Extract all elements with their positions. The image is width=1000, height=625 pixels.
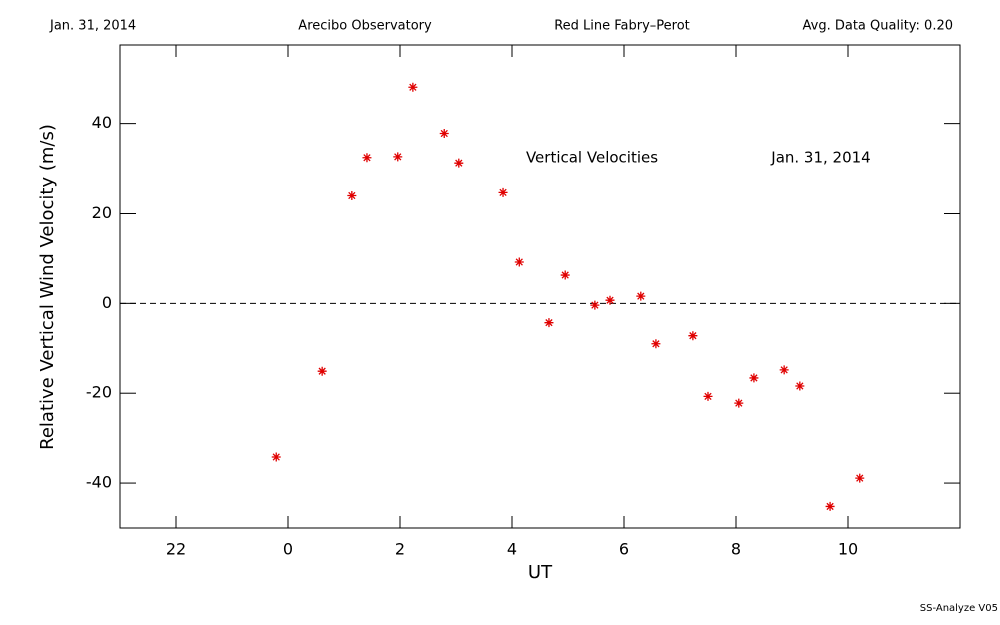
point xyxy=(560,270,570,280)
point xyxy=(749,373,759,383)
marker-stroke xyxy=(454,158,464,168)
point xyxy=(590,300,600,310)
x-tick-label: 0 xyxy=(283,540,293,559)
point xyxy=(498,187,508,197)
marker-stroke xyxy=(636,291,646,301)
point xyxy=(514,257,524,267)
header-site: Arecibo Observatory xyxy=(298,19,432,34)
footer: SS-Analyze V05 xyxy=(920,603,998,614)
annotation: Jan. 31, 2014 xyxy=(770,149,870,167)
marker-stroke xyxy=(317,366,327,376)
point xyxy=(544,318,554,328)
y-tick-label: 20 xyxy=(92,203,112,222)
marker-stroke xyxy=(560,270,570,280)
header-quality: Avg. Data Quality: 0.20 xyxy=(803,19,953,34)
marker-stroke xyxy=(408,82,418,92)
point xyxy=(271,452,281,462)
header-date: Jan. 31, 2014 xyxy=(49,19,136,34)
marker-stroke xyxy=(605,295,615,305)
marker-stroke xyxy=(779,365,789,375)
marker-stroke xyxy=(498,187,508,197)
y-tick-label: 0 xyxy=(102,293,112,312)
marker-stroke xyxy=(795,381,805,391)
annotation: Vertical Velocities xyxy=(526,149,658,167)
plot-frame xyxy=(119,44,961,529)
point xyxy=(347,191,357,201)
point xyxy=(651,339,661,349)
x-tick-label: 4 xyxy=(507,540,517,559)
x-tick-label: 8 xyxy=(731,540,741,559)
x-tick-label: 10 xyxy=(838,540,858,559)
point xyxy=(703,391,713,401)
header-instrument: Red Line Fabry–Perot xyxy=(554,19,690,34)
marker-stroke xyxy=(393,152,403,162)
x-axis-label: UT xyxy=(528,562,553,583)
marker-stroke xyxy=(734,398,744,408)
point xyxy=(605,295,615,305)
point xyxy=(393,152,403,162)
point xyxy=(636,291,646,301)
marker-stroke xyxy=(514,257,524,267)
y-tick-label: -40 xyxy=(86,473,112,492)
point xyxy=(734,398,744,408)
point xyxy=(408,82,418,92)
marker-stroke xyxy=(590,300,600,310)
marker-stroke xyxy=(688,331,698,341)
y-tick-label: 40 xyxy=(92,113,112,132)
point xyxy=(855,473,865,483)
marker-stroke xyxy=(749,373,759,383)
point xyxy=(795,381,805,391)
x-tick-label: 2 xyxy=(395,540,405,559)
y-tick-label: -20 xyxy=(86,383,112,402)
marker-stroke xyxy=(347,191,357,201)
marker-stroke xyxy=(271,452,281,462)
x-tick-label: 6 xyxy=(619,540,629,559)
marker-stroke xyxy=(439,129,449,139)
point xyxy=(779,365,789,375)
point xyxy=(317,366,327,376)
point xyxy=(362,153,372,163)
x-tick-label: 22 xyxy=(166,540,186,559)
marker-stroke xyxy=(825,501,835,511)
point xyxy=(688,331,698,341)
y-axis-label: Relative Vertical Wind Velocity (m/s) xyxy=(37,124,58,450)
marker-stroke xyxy=(362,153,372,163)
point xyxy=(454,158,464,168)
point xyxy=(439,129,449,139)
marker-stroke xyxy=(855,473,865,483)
marker-stroke xyxy=(703,391,713,401)
point xyxy=(825,501,835,511)
marker-stroke xyxy=(651,339,661,349)
marker-stroke xyxy=(544,318,554,328)
